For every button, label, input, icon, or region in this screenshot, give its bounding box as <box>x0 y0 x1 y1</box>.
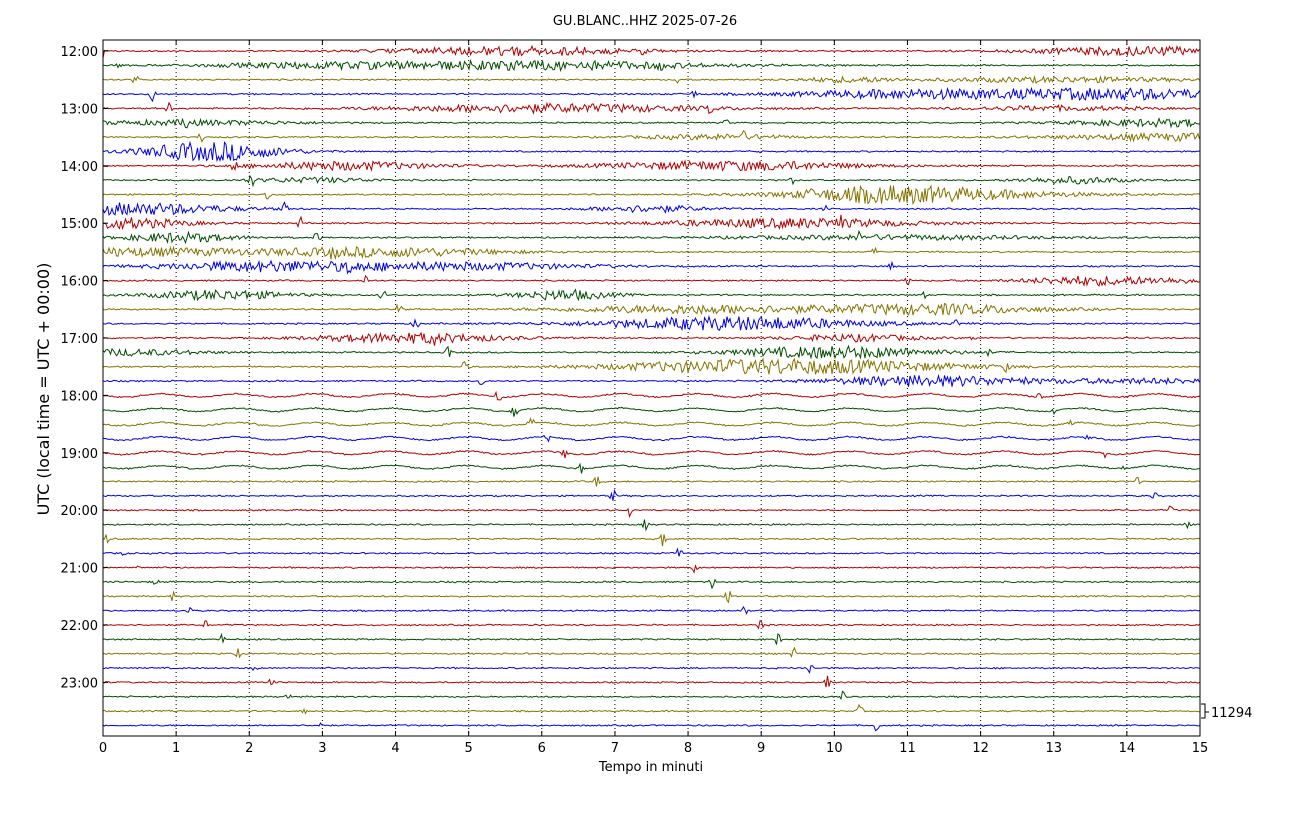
seismic-trace <box>102 75 1200 84</box>
chart-title: GU.BLANC..HHZ 2025-07-26 <box>553 14 737 29</box>
seismic-trace <box>102 159 1200 172</box>
seismic-trace <box>102 245 1200 260</box>
y-tick-label: 20:00 <box>61 504 98 519</box>
seismic-trace <box>102 620 1200 630</box>
seismic-trace <box>102 344 1200 360</box>
seismic-trace <box>102 505 1200 519</box>
seismic-trace <box>102 665 1200 674</box>
seismic-trace <box>102 564 1200 574</box>
y-tick-label: 13:00 <box>61 102 98 117</box>
seismic-trace <box>102 373 1200 388</box>
seismic-trace <box>102 229 1200 245</box>
grid-lines <box>175 40 1128 736</box>
seismic-trace <box>102 547 1200 557</box>
seismic-trace <box>102 519 1200 532</box>
y-tick-label: 15:00 <box>61 217 98 232</box>
x-tick-label: 12 <box>972 741 989 756</box>
seismic-trace <box>102 434 1200 443</box>
seismic-trace <box>102 331 1200 346</box>
x-tick-label: 10 <box>826 741 843 756</box>
seismic-trace <box>102 259 1200 275</box>
seismic-trace <box>102 357 1200 375</box>
y-tick-label: 22:00 <box>61 619 98 634</box>
seismic-trace <box>102 201 1200 216</box>
seismic-trace <box>102 632 1200 645</box>
seismic-trace <box>102 101 1200 115</box>
seismic-trace <box>102 214 1200 231</box>
seismic-trace <box>102 449 1200 459</box>
x-tick-label: 11 <box>899 741 916 756</box>
seismic-trace <box>102 646 1200 659</box>
scale-label: 11294 <box>1211 706 1252 721</box>
seismic-trace <box>102 174 1200 188</box>
trace-series <box>102 44 1200 732</box>
seismic-trace <box>102 129 1200 143</box>
seismic-trace <box>102 58 1200 72</box>
y-tick-label: 17:00 <box>61 332 98 347</box>
x-tick-label: 6 <box>538 741 546 756</box>
y-tick-label: 12:00 <box>61 45 98 60</box>
seismic-trace <box>102 302 1200 317</box>
x-tick-label: 8 <box>684 741 692 756</box>
x-tick-label: 14 <box>1119 741 1136 756</box>
seismic-trace <box>102 390 1200 401</box>
y-tick-label: 18:00 <box>61 389 98 404</box>
seismic-trace <box>102 476 1200 487</box>
y-tick-label: 14:00 <box>61 160 98 175</box>
seismic-trace <box>102 315 1200 331</box>
seismic-trace <box>102 462 1200 474</box>
plot-frame <box>102 39 1201 737</box>
seismic-trace <box>102 606 1200 615</box>
seismic-trace <box>102 274 1200 287</box>
y-tick-label: 23:00 <box>61 676 98 691</box>
seismic-trace <box>102 722 1200 732</box>
seismic-trace <box>102 406 1200 417</box>
y-tick-label: 16:00 <box>61 275 98 290</box>
x-tick-label: 5 <box>465 741 473 756</box>
x-tick-label: 9 <box>757 741 765 756</box>
x-axis-label: Tempo in minuti <box>598 760 703 775</box>
seismic-trace <box>102 488 1200 501</box>
seismic-trace <box>102 533 1200 547</box>
x-tick-label: 1 <box>172 741 180 756</box>
seismic-trace <box>102 578 1200 590</box>
seismic-trace <box>102 417 1200 428</box>
x-tick-label: 0 <box>99 741 107 756</box>
x-axis-ticks: 0 1 2 3 4 5 6 7 8 9 10 11 12 13 14 15 <box>99 40 1208 756</box>
seismic-trace <box>102 703 1200 715</box>
y-axis-ticks: 12:00 13:00 14:00 15:00 16:00 17:00 18:00 19:00… <box>61 45 108 691</box>
seismic-trace <box>102 690 1200 701</box>
seismic-trace <box>102 44 1200 59</box>
y-tick-label: 21:00 <box>61 562 98 577</box>
x-tick-label: 7 <box>611 741 619 756</box>
seismic-trace <box>102 184 1200 206</box>
seismic-trace <box>103 117 1200 129</box>
x-tick-label: 13 <box>1045 741 1062 756</box>
seismic-trace <box>102 675 1200 688</box>
seismic-trace <box>102 140 1200 163</box>
seismic-trace <box>102 590 1200 604</box>
x-tick-label: 4 <box>391 741 399 756</box>
x-tick-label: 15 <box>1192 741 1209 756</box>
y-tick-label: 19:00 <box>61 447 98 462</box>
seismic-trace <box>102 86 1200 103</box>
y-axis-label: UTC (local time = UTC + 00:00) <box>34 263 53 516</box>
x-tick-label: 3 <box>318 741 326 756</box>
seismic-trace <box>102 288 1200 302</box>
scale-bar: 11294 <box>1201 703 1252 721</box>
x-tick-label: 2 <box>245 741 253 756</box>
